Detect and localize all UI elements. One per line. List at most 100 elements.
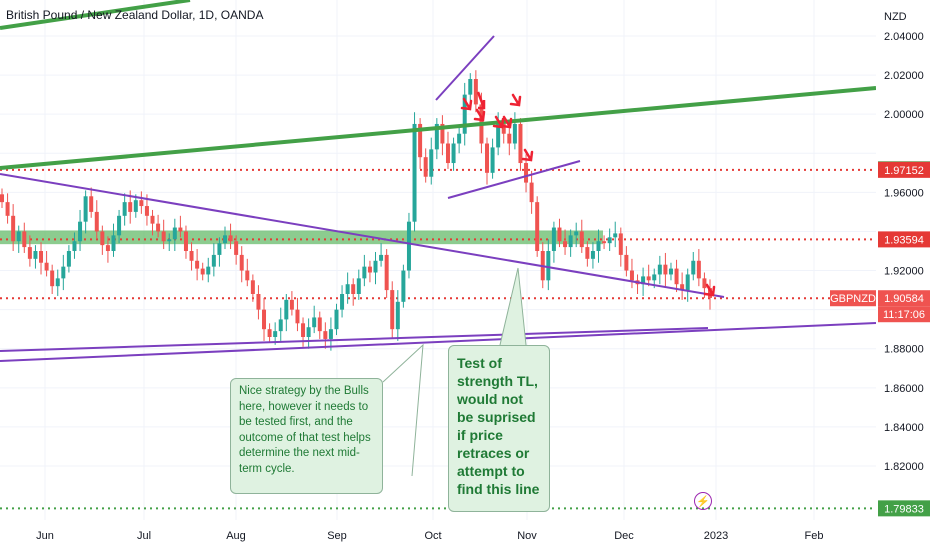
- candle-body: [183, 231, 188, 251]
- purple-trendline: [0, 173, 725, 298]
- candle-body: [72, 241, 77, 251]
- candle-body: [278, 319, 283, 332]
- test-callout[interactable]: Test of strength TL, would not be supris…: [448, 345, 550, 512]
- candle-body: [250, 280, 255, 294]
- price-tick-label: 2.00000: [884, 109, 924, 121]
- grid: [0, 0, 876, 520]
- candle-body: [306, 327, 311, 337]
- candle-body: [568, 235, 573, 248]
- candle-body: [128, 202, 133, 212]
- annotation-arrow: [703, 283, 716, 297]
- time-tick-label: Sep: [327, 530, 347, 542]
- time-tick-label: Jul: [137, 530, 151, 542]
- price-axis-bg: [876, 0, 932, 550]
- candle-body: [423, 157, 428, 177]
- candle-body: [284, 299, 289, 320]
- candle-body: [289, 299, 294, 310]
- candle-body: [156, 223, 161, 232]
- candle-body: [66, 251, 71, 267]
- candle-body: [328, 329, 333, 339]
- annotation-arrows: [460, 91, 716, 297]
- annotation-arrow: [521, 148, 534, 162]
- time-tick-label: 2023: [704, 530, 728, 542]
- candle-body: [222, 235, 227, 244]
- candle-body: [445, 143, 450, 164]
- candle-body: [429, 149, 434, 177]
- candle-body: [390, 290, 395, 330]
- candle-body: [629, 270, 634, 281]
- chart-title: British Pound / New Zealand Dollar, 1D, …: [6, 8, 264, 22]
- candle-body: [172, 227, 177, 240]
- candle-body: [273, 331, 278, 337]
- time-tick-label: Aug: [226, 530, 246, 542]
- purple-channel-line: [447, 160, 581, 199]
- candle-body: [563, 241, 568, 248]
- callout-pointer: [499, 267, 527, 346]
- candle-body: [680, 284, 685, 291]
- candle-body: [211, 254, 216, 267]
- price-tick-label: 1.82000: [884, 461, 924, 473]
- symbol-tag: [830, 290, 876, 307]
- candle-body: [412, 123, 417, 222]
- time-tick-label: Jun: [36, 530, 54, 542]
- candle-body: [317, 317, 322, 332]
- countdown-label: 11:17:06: [883, 309, 925, 321]
- candle-body: [89, 196, 94, 212]
- candle-body: [490, 147, 495, 173]
- currency-label: NZD: [884, 11, 907, 23]
- candle-body: [373, 260, 378, 273]
- price-tag: [878, 161, 930, 178]
- candle-body: [189, 251, 194, 261]
- candle-body: [161, 231, 166, 242]
- candle-body: [691, 260, 696, 275]
- candle-body: [535, 202, 540, 251]
- candle-body: [256, 294, 261, 310]
- candle-body: [551, 227, 556, 251]
- candle-body: [501, 123, 506, 134]
- candle-body: [451, 143, 456, 164]
- candle-body: [395, 301, 400, 330]
- candles: [0, 70, 712, 351]
- candle-body: [657, 264, 662, 275]
- time-tick-label: Dec: [614, 530, 634, 542]
- price-tag: [878, 231, 930, 248]
- time-axis[interactable]: Jun Jul Aug Sep Oct Nov Dec 2023 Feb: [36, 530, 823, 542]
- countdown-tag: [878, 306, 930, 323]
- horizontal-levels: [0, 168, 876, 510]
- green-trendline-top: [0, 0, 191, 30]
- lightning-icon[interactable]: ⚡: [694, 492, 712, 510]
- candle-body: [401, 270, 406, 302]
- candle-body: [334, 309, 339, 330]
- annotation-arrow: [509, 93, 522, 107]
- purple-channel-line: [435, 35, 495, 101]
- candle-body: [16, 231, 21, 242]
- candle-body: [473, 79, 478, 105]
- candle-body: [418, 123, 423, 158]
- candle-body: [61, 266, 66, 279]
- candle-body: [340, 294, 345, 310]
- bulls-callout[interactable]: Nice strategy by the Bulls here, however…: [230, 378, 383, 494]
- annotation-arrow: [460, 97, 473, 111]
- candle-body: [546, 251, 551, 281]
- candle-body: [512, 123, 517, 144]
- candle-body: [663, 264, 668, 275]
- candle-body: [557, 227, 562, 242]
- candle-body: [462, 94, 467, 134]
- candle-body: [685, 274, 690, 291]
- candle-body: [228, 235, 233, 242]
- candle-body: [100, 231, 105, 246]
- candle-body: [301, 323, 306, 337]
- price-axis[interactable]: NZD 2.04000 2.02000 2.00000 1.96000 1.92000 1.…: [876, 0, 932, 550]
- symbol-tag-label: GBPNZD: [830, 293, 876, 305]
- candle-body: [351, 284, 356, 294]
- price-tag-label: 1.79833: [884, 503, 924, 515]
- price-tag-label: 1.97152: [884, 165, 924, 177]
- candle-body: [440, 123, 445, 144]
- time-tick-label: Feb: [805, 530, 824, 542]
- price-tag-label: 1.93594: [884, 234, 924, 246]
- candle-body: [702, 278, 707, 289]
- price-tick-label: 1.86000: [884, 383, 924, 395]
- candle-body: [590, 251, 595, 259]
- candle-body: [139, 200, 144, 207]
